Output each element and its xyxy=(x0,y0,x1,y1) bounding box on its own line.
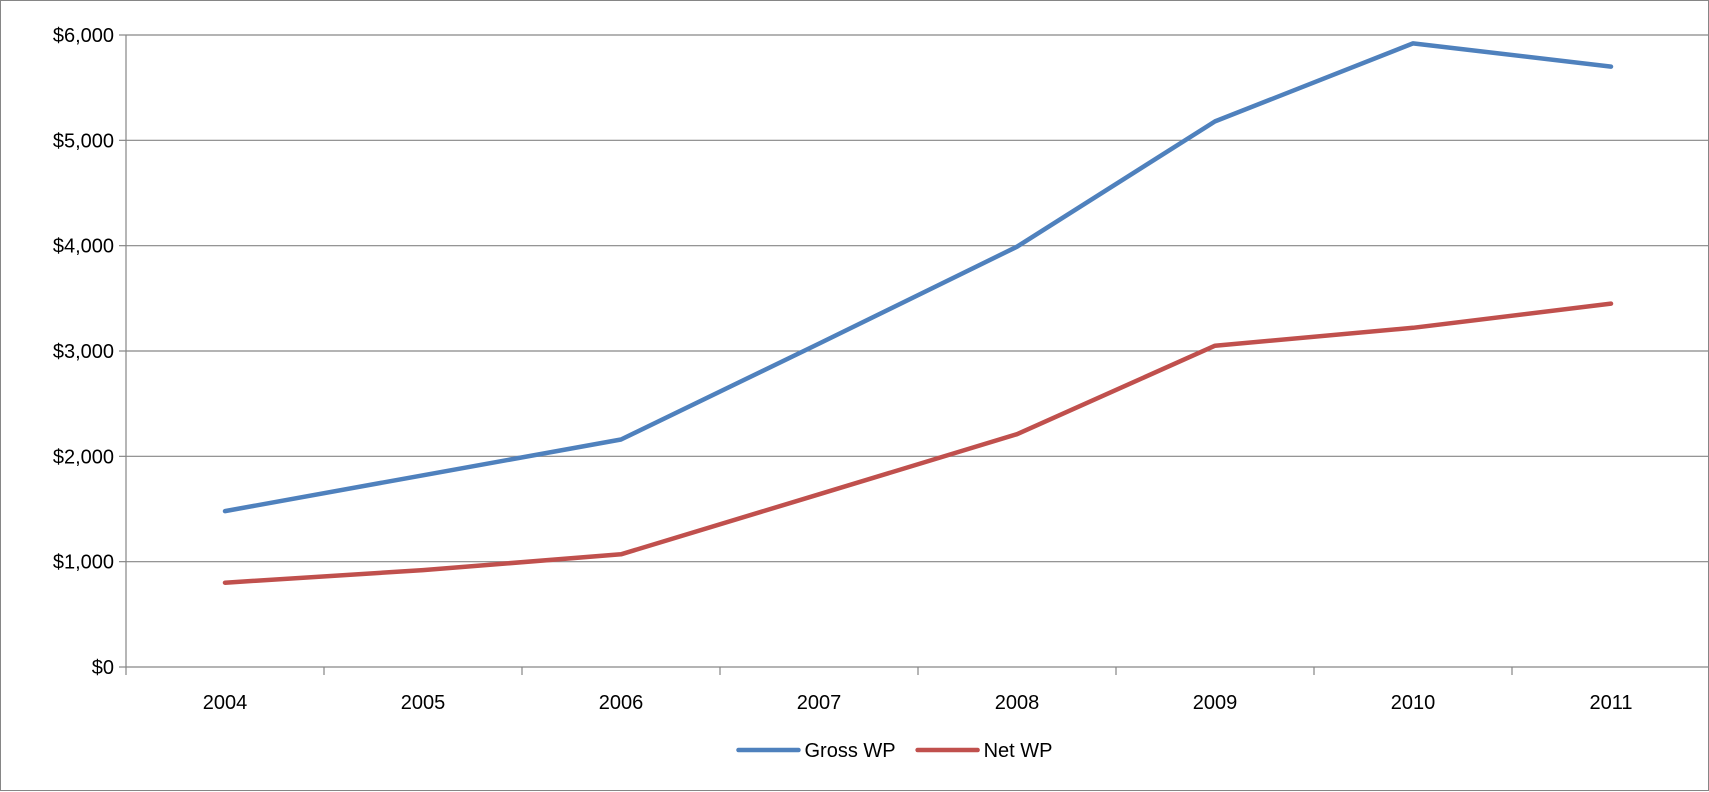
y-tick-label: $4,000 xyxy=(53,236,114,258)
y-tick-label: $6,000 xyxy=(53,25,114,47)
y-tick-label: $3,000 xyxy=(53,341,114,363)
x-tick-label: 2007 xyxy=(797,692,842,714)
x-tick-label: 2011 xyxy=(1589,692,1632,714)
legend-label: Net WP xyxy=(984,740,1053,762)
x-tick-label: 2010 xyxy=(1391,692,1436,714)
x-tick-label: 2006 xyxy=(599,692,644,714)
x-tick-label: 2009 xyxy=(1193,692,1238,714)
axes xyxy=(119,34,1709,675)
y-tick-label: $0 xyxy=(92,657,114,679)
series-line-gross-wp xyxy=(222,41,1614,514)
y-tick-label: $2,000 xyxy=(53,446,114,468)
gridlines xyxy=(126,34,1709,563)
y-tick-label: $5,000 xyxy=(53,130,114,152)
series-line-net-wp xyxy=(222,301,1614,585)
x-tick-label: 2008 xyxy=(995,692,1040,714)
series-lines xyxy=(222,41,1614,585)
y-tick-labels: $0 $1,000 $2,000 $3,000 $4,000 $5,000 $6,000 xyxy=(53,25,114,679)
x-tick-labels: 2004 2005 2006 2007 2008 2009 2010 2011 xyxy=(203,692,1633,714)
y-tick-label: $1,000 xyxy=(53,552,114,574)
x-tick-label: 2004 xyxy=(203,692,248,714)
legend: Gross WP Net WP xyxy=(736,740,1053,762)
x-tick-label: 2005 xyxy=(401,692,446,714)
legend-label: Gross WP xyxy=(804,740,895,762)
